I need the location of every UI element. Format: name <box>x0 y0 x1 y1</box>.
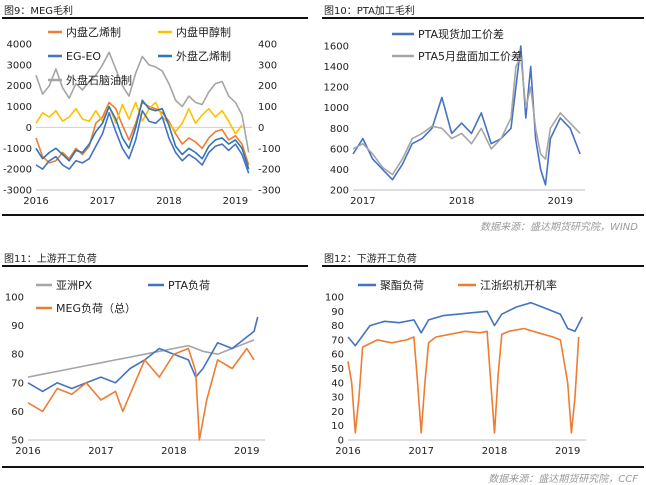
y-right-tick-label: 200 <box>258 81 277 92</box>
x-tick-label: 2017 <box>350 196 375 207</box>
x-tick-label: 2019 <box>223 196 248 207</box>
y-left-tick-label: 400 <box>330 165 349 176</box>
y-left-tick-label: 200 <box>330 186 349 197</box>
panel-1-title: 图9：MEG毛利 <box>4 6 74 17</box>
y-right-tick-label: 100 <box>258 102 277 113</box>
source-note-row-2: 数据来源：盛达期货研究院，CCF <box>488 474 638 485</box>
y-left-tick-label: 1200 <box>324 83 349 94</box>
panel-3-top-rule <box>2 265 308 267</box>
y-left-tick-label: 0 <box>338 436 344 447</box>
series-line-3 <box>27 347 255 441</box>
y-left-tick-label: 4000 <box>7 40 32 51</box>
y-left-tick-label: -2000 <box>3 165 32 176</box>
y-left-tick-label: 70 <box>11 378 24 389</box>
series-line-1 <box>27 339 255 378</box>
y-left-tick-label: 1600 <box>324 42 349 53</box>
y-left-tick-label: 70 <box>331 335 344 346</box>
y-left-tick-label: 100 <box>5 293 24 304</box>
x-tick-label: 2016 <box>335 446 360 457</box>
x-tick-label: 2018 <box>482 446 507 457</box>
legend-label: EG-EO <box>66 50 101 63</box>
legend-label: 内盘乙烯制 <box>66 25 121 39</box>
y-right-tick-label: 0 <box>258 123 264 134</box>
legend-label: PTA负荷 <box>168 278 210 292</box>
y-left-tick-label: 3000 <box>7 60 32 71</box>
series-line-4 <box>35 99 250 170</box>
y-left-tick-label: 30 <box>331 393 344 404</box>
series-line-3 <box>35 109 250 174</box>
y-left-tick-label: 0 <box>26 123 32 134</box>
y-left-tick-label: 50 <box>11 436 24 447</box>
y-left-tick-label: 10 <box>331 421 344 432</box>
legend-label: 外盘石脑油制 <box>66 73 132 87</box>
y-right-tick-label: -300 <box>258 186 281 197</box>
y-left-tick-label: 1000 <box>7 102 32 113</box>
row-1-bottom-rule <box>2 214 644 216</box>
legend-label: 亚洲PX <box>56 279 93 292</box>
x-tick-label: 2017 <box>409 446 434 457</box>
x-tick-label: 2016 <box>15 446 40 457</box>
legend-label: 内盘甲醇制 <box>176 25 231 39</box>
legend-label: MEG负荷（总） <box>56 301 136 315</box>
series-line-2 <box>352 55 581 176</box>
x-tick-label: 2019 <box>555 446 580 457</box>
row-2-bottom-rule <box>2 466 644 468</box>
y-right-tick-label: -100 <box>258 144 281 155</box>
x-tick-label: 2017 <box>88 446 113 457</box>
x-tick-label: 2019 <box>234 446 259 457</box>
x-tick-label: 2016 <box>23 196 48 207</box>
x-tick-label: 2019 <box>548 196 573 207</box>
y-left-tick-label: -3000 <box>3 186 32 197</box>
y-left-tick-label: 90 <box>11 321 24 332</box>
y-left-tick-label: -1000 <box>3 144 32 155</box>
legend-label: 聚酯负荷 <box>380 278 424 292</box>
y-left-tick-label: 1000 <box>324 103 349 114</box>
y-left-tick-label: 600 <box>330 144 349 155</box>
series-line-2 <box>27 316 259 393</box>
y-left-tick-label: 800 <box>330 124 349 135</box>
y-left-tick-label: 20 <box>331 407 344 418</box>
x-tick-label: 2018 <box>449 196 474 207</box>
y-left-tick-label: 40 <box>331 378 344 389</box>
y-left-tick-label: 60 <box>11 407 24 418</box>
y-left-tick-label: 2000 <box>7 81 32 92</box>
y-left-tick-label: 1400 <box>324 62 349 73</box>
x-tick-label: 2017 <box>90 196 115 207</box>
panel-3-title: 图11：上游开工负荷 <box>4 254 97 265</box>
y-left-tick-label: 80 <box>11 350 24 361</box>
source-note-row-1: 数据来源：盛达期货研究院，WIND <box>479 222 638 233</box>
series-line-2 <box>347 327 580 434</box>
y-left-tick-label: 90 <box>331 307 344 318</box>
legend-label: 外盘乙烯制 <box>176 49 231 63</box>
y-left-tick-label: 100 <box>325 293 344 304</box>
panel-2-title: 图10：PTA加工毛利 <box>324 6 415 17</box>
series-line-5 <box>35 51 250 153</box>
panel-4-title: 图12：下游开工负荷 <box>324 254 417 265</box>
x-tick-label: 2018 <box>161 446 186 457</box>
y-right-tick-label: 400 <box>258 40 277 51</box>
x-tick-label: 2018 <box>156 196 181 207</box>
legend-label: PTA现货加工价差 <box>418 27 504 41</box>
series-line-1 <box>347 301 584 347</box>
panel-1-top-rule <box>2 17 308 19</box>
panel-4-top-rule <box>322 265 644 267</box>
legend-label: 江浙织机开机率 <box>480 278 557 292</box>
y-left-tick-label: 80 <box>331 321 344 332</box>
legend-label: PTA5月盘面加工价差 <box>418 49 522 63</box>
series-line-1 <box>352 45 581 186</box>
y-left-tick-label: 50 <box>331 364 344 375</box>
panel-2-top-rule <box>322 17 644 19</box>
y-right-tick-label: 300 <box>258 60 277 71</box>
y-left-tick-label: 60 <box>331 350 344 361</box>
y-right-tick-label: -200 <box>258 165 281 176</box>
